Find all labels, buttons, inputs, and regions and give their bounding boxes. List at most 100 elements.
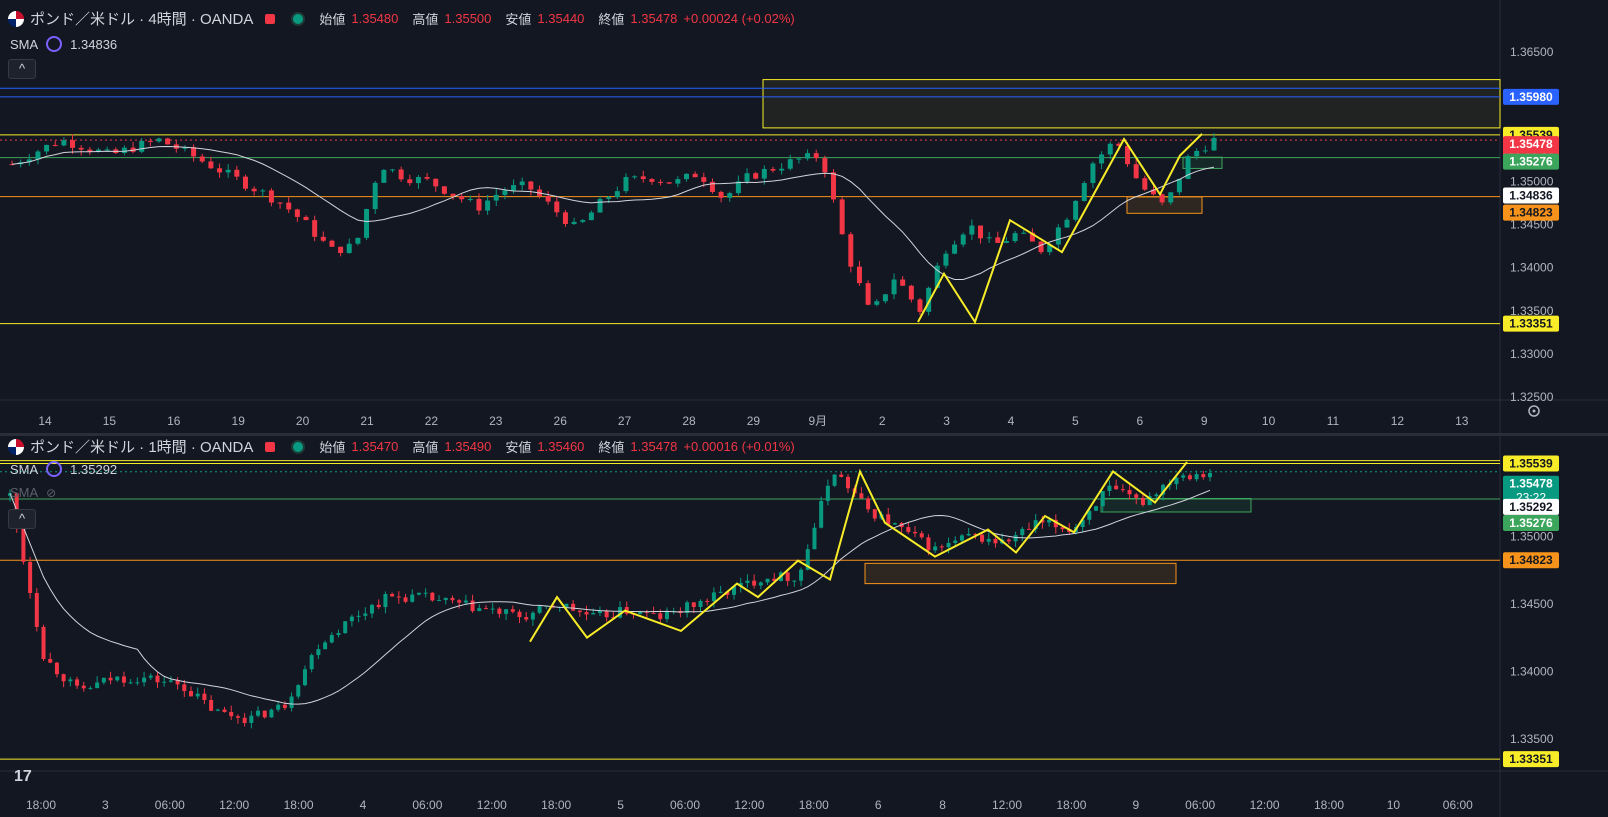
time-axis-label: 22 bbox=[425, 414, 439, 428]
candle-up bbox=[101, 677, 106, 683]
candle-down bbox=[286, 202, 292, 210]
candle-down bbox=[831, 172, 837, 200]
candle-down bbox=[1142, 178, 1148, 190]
candle-up bbox=[632, 176, 638, 178]
candle-up bbox=[35, 151, 41, 160]
market-closed-icon bbox=[265, 441, 276, 452]
candle-up bbox=[276, 704, 281, 710]
sma2-indicator-row[interactable]: SMA ⊘ bbox=[10, 485, 56, 500]
candle-down bbox=[917, 299, 923, 312]
price-axis-label: 1.32500 bbox=[1510, 390, 1554, 404]
candle-down bbox=[54, 662, 59, 675]
time-axis-label: 18:00 bbox=[1314, 798, 1344, 812]
candle-up bbox=[349, 616, 354, 622]
candle-up bbox=[410, 594, 415, 602]
time-axis-label: 14 bbox=[38, 414, 52, 428]
candle-up bbox=[1202, 150, 1208, 152]
candle-down bbox=[108, 677, 113, 681]
candle-down bbox=[571, 603, 576, 611]
candle-up bbox=[959, 535, 964, 541]
candle-up bbox=[329, 635, 334, 643]
time-axis-label: 21 bbox=[360, 414, 374, 428]
candle-up bbox=[156, 138, 162, 142]
candle-up bbox=[302, 669, 307, 686]
time-axis-label: 16 bbox=[167, 414, 181, 428]
candle-down bbox=[584, 612, 589, 615]
candle-up bbox=[1087, 510, 1092, 520]
candle-down bbox=[424, 177, 430, 179]
candle-down bbox=[577, 610, 582, 613]
candle-down bbox=[329, 240, 335, 247]
candle-up bbox=[986, 237, 992, 239]
candle-down bbox=[376, 604, 381, 608]
candle-down bbox=[651, 612, 656, 614]
low-label: 安値 bbox=[505, 12, 532, 27]
candle-up bbox=[1107, 485, 1112, 492]
symbol-title[interactable]: ポンド／米ドル · 1時間 · OANDA bbox=[30, 439, 254, 456]
chart-1h-plot[interactable]: 1.35000 1.34500 1.34000 1.33500 18:00 3 06:00 1… bbox=[0, 436, 1608, 817]
candle-up bbox=[832, 474, 837, 486]
candle-down bbox=[433, 178, 439, 187]
candle-up bbox=[891, 279, 897, 295]
time-axis-label: 06:00 bbox=[1443, 798, 1473, 812]
sma-line bbox=[11, 145, 1215, 280]
sma-indicator-row[interactable]: SMA 1.35292 bbox=[10, 461, 117, 477]
candle-up bbox=[933, 546, 938, 551]
candle-up bbox=[1064, 219, 1070, 228]
sma-indicator-row[interactable]: SMA 1.34836 bbox=[10, 36, 117, 52]
candle-down bbox=[209, 699, 214, 711]
candle-down bbox=[81, 685, 86, 689]
price-axis-label: 1.35000 bbox=[1510, 529, 1554, 543]
time-axis-label: 15 bbox=[103, 414, 117, 428]
candle-up bbox=[698, 600, 703, 607]
candle-up bbox=[530, 612, 535, 620]
candle-down bbox=[839, 199, 845, 235]
collapse-legend-button[interactable]: ^ bbox=[8, 509, 36, 529]
candle-down bbox=[939, 546, 944, 548]
candle-down bbox=[978, 225, 984, 239]
collapse-legend-button[interactable]: ^ bbox=[8, 59, 36, 79]
candle-down bbox=[242, 717, 247, 723]
candle-up bbox=[1176, 178, 1182, 193]
sma-value: 1.35292 bbox=[70, 461, 118, 477]
chart-pane-1h[interactable]: 1.35000 1.34500 1.34000 1.33500 18:00 3 06:00 1… bbox=[0, 436, 1608, 817]
price-tag-yellow-bottom: 1.33351 bbox=[1509, 752, 1553, 766]
time-axis-label: 20 bbox=[296, 414, 310, 428]
candle-up bbox=[289, 696, 294, 708]
chart-4h-plot[interactable]: 1.36500 1.35000 1.34500 1.34000 1.33500 1.330… bbox=[0, 0, 1608, 433]
gear-icon[interactable] bbox=[1528, 405, 1540, 417]
candle-up bbox=[95, 149, 101, 152]
candle-down bbox=[303, 216, 309, 221]
candle-down bbox=[640, 176, 646, 180]
symbol-title[interactable]: ポンド／米ドル · 4時間 · OANDA bbox=[30, 11, 254, 28]
candle-up bbox=[564, 603, 569, 607]
candle-up bbox=[416, 592, 421, 595]
pane-divider[interactable] bbox=[0, 433, 1608, 436]
candle-up bbox=[1033, 520, 1038, 530]
hidden-eye-icon[interactable]: ⊘ bbox=[46, 485, 57, 500]
candle-down bbox=[1134, 494, 1139, 498]
chart-pane-4h[interactable]: 1.36500 1.35000 1.34500 1.34000 1.33500 1.330… bbox=[0, 0, 1608, 433]
candle-down bbox=[294, 209, 300, 217]
time-axis-label: 18:00 bbox=[799, 798, 829, 812]
market-status-icon bbox=[291, 439, 306, 454]
candle-down bbox=[1133, 164, 1139, 179]
price-axis-label: 1.33500 bbox=[1510, 304, 1554, 318]
time-axis-label: 28 bbox=[682, 414, 696, 428]
candle-down bbox=[839, 474, 844, 477]
price-axis-label: 1.34000 bbox=[1510, 664, 1554, 678]
candle-up bbox=[943, 253, 949, 266]
candle-up bbox=[139, 140, 145, 152]
time-axis-label: 12:00 bbox=[219, 798, 249, 812]
candle-down bbox=[235, 716, 240, 718]
supply-zone-box bbox=[762, 79, 1501, 129]
candle-up bbox=[364, 209, 370, 238]
candle-up bbox=[363, 613, 368, 616]
time-axis-label: 3 bbox=[943, 414, 950, 428]
candle-down bbox=[234, 169, 240, 177]
candle-down bbox=[78, 147, 84, 150]
candle-up bbox=[758, 582, 763, 586]
candle-down bbox=[1029, 232, 1035, 242]
candle-up bbox=[718, 591, 723, 593]
candle-up bbox=[934, 265, 940, 288]
